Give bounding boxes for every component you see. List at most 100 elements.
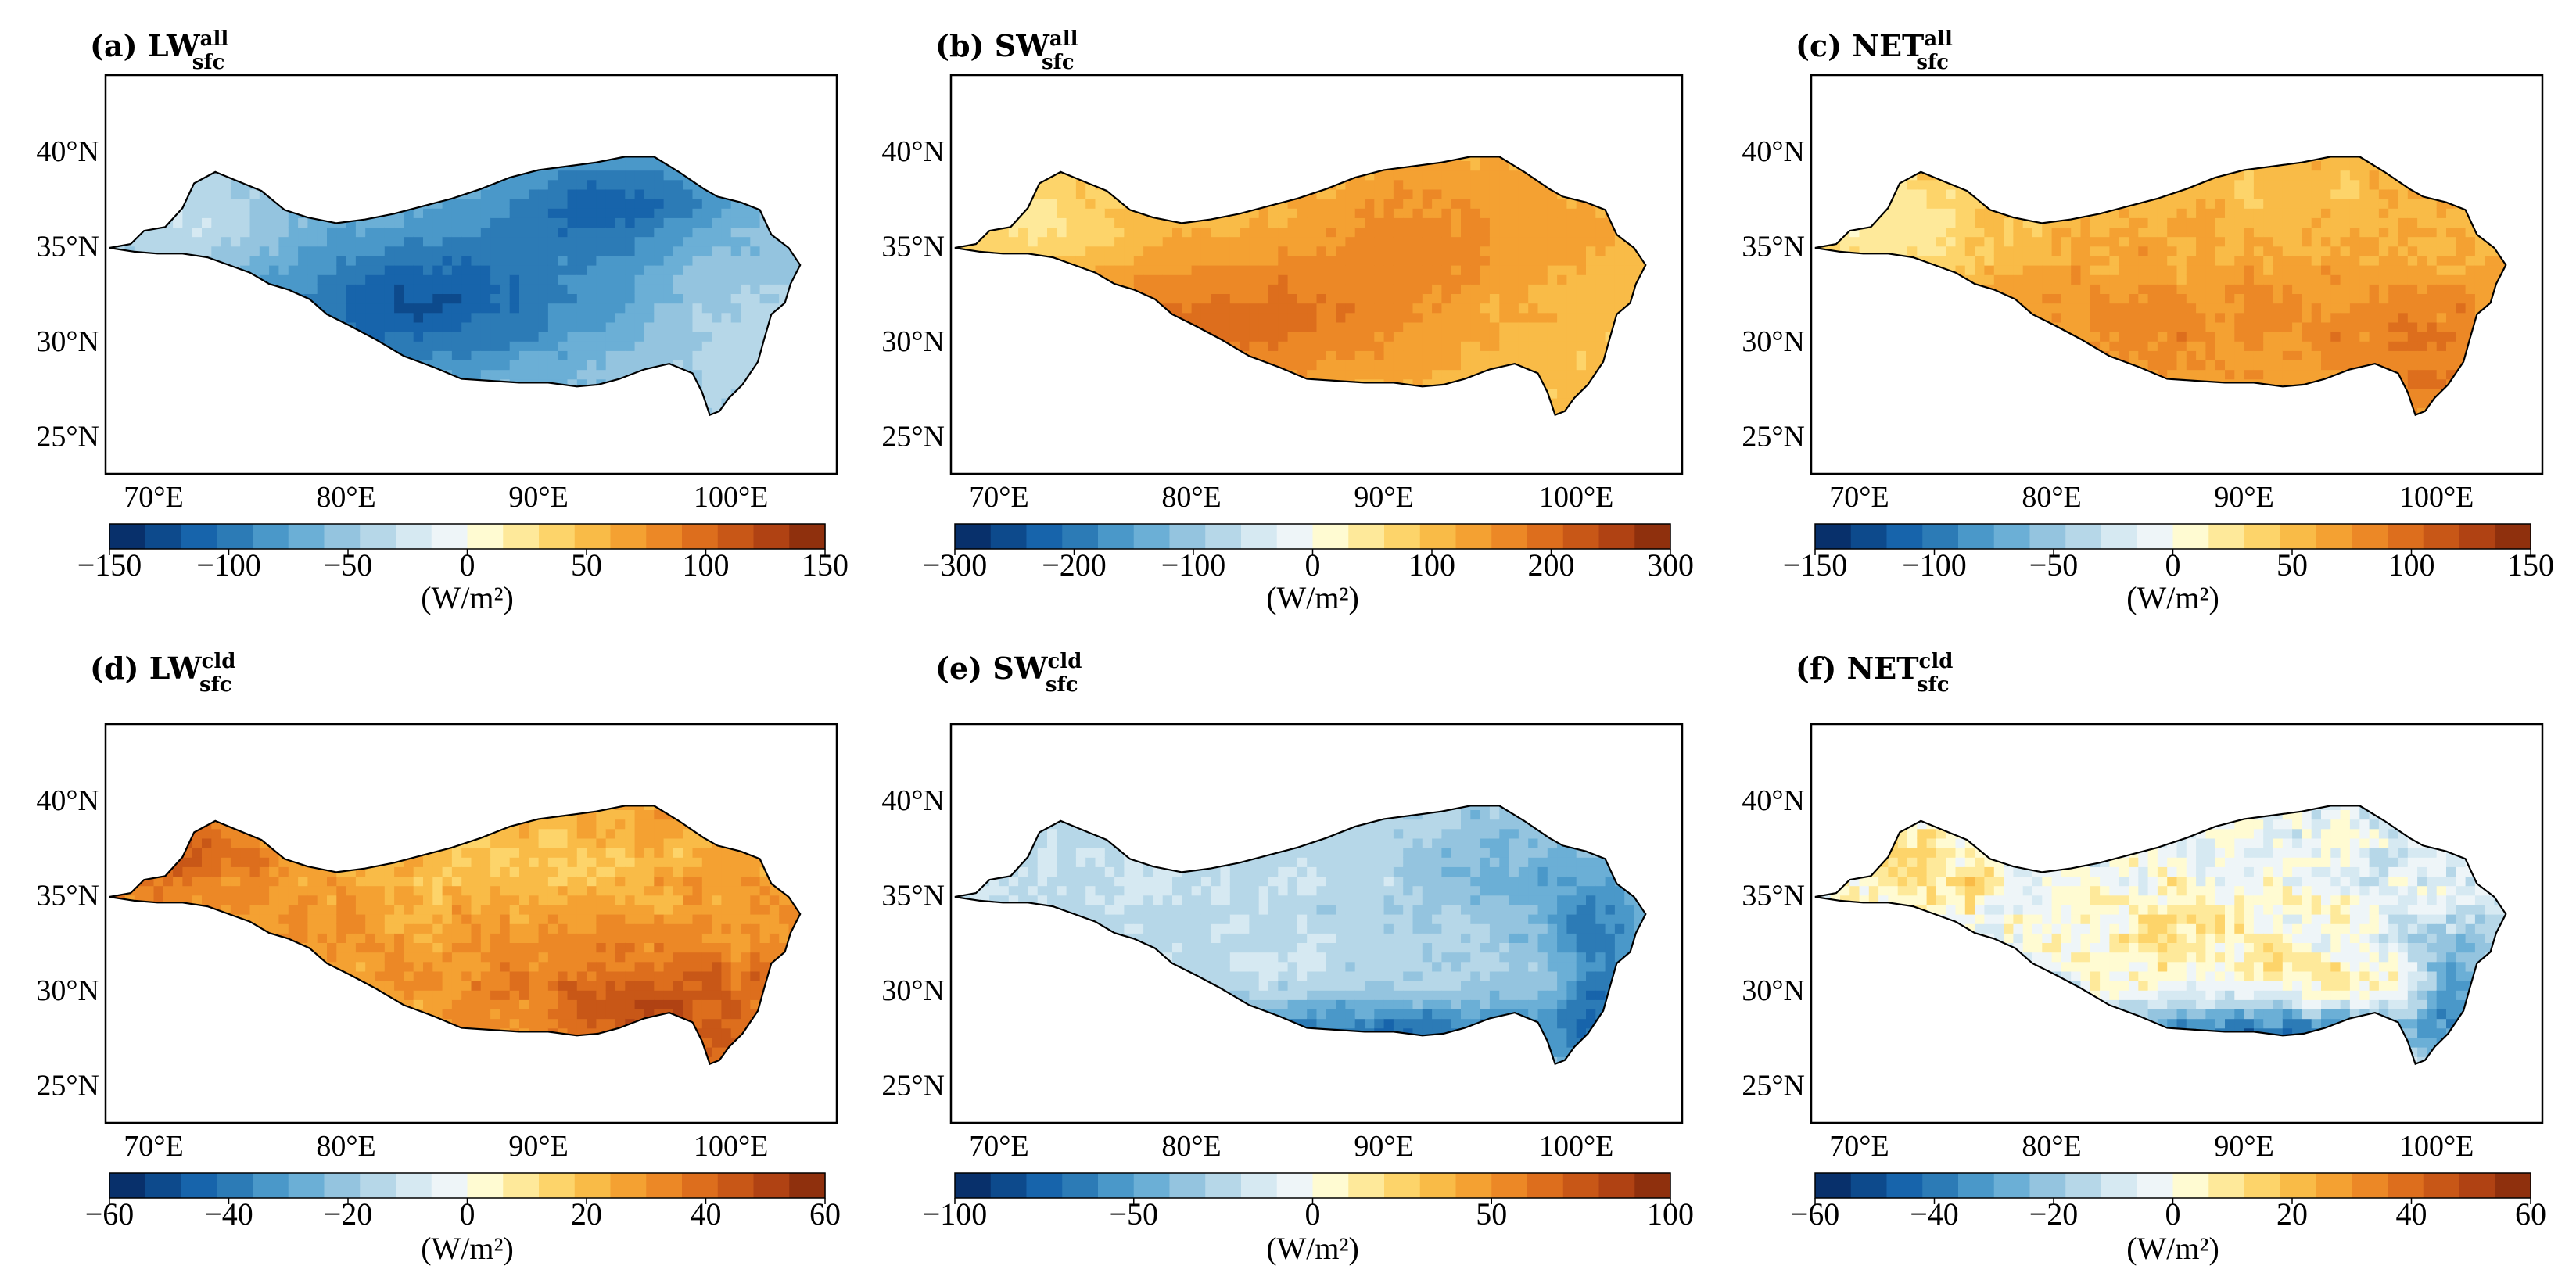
- heatmap-cell: [1095, 264, 1106, 275]
- heatmap-cell: [721, 160, 732, 171]
- heatmap-cell: [1374, 378, 1385, 389]
- heatmap-cell: [461, 264, 472, 275]
- heatmap-cell: [202, 397, 213, 408]
- heatmap-cell: [1287, 293, 1298, 304]
- heatmap-cell: [625, 236, 636, 247]
- heatmap-cell: [663, 388, 674, 399]
- heatmap-cell: [144, 284, 155, 294]
- heatmap-cell: [663, 303, 674, 314]
- heatmap-cell: [1830, 170, 1841, 181]
- heatmap-cell: [2013, 284, 2024, 294]
- heatmap-cell: [394, 341, 405, 351]
- heatmap-cell: [1383, 321, 1394, 332]
- heatmap-cell: [1028, 264, 1039, 275]
- heatmap-cell: [307, 417, 318, 427]
- heatmap-cell: [1191, 198, 1202, 209]
- heatmap-cell: [1268, 208, 1279, 218]
- heatmap-cell: [721, 170, 732, 181]
- heatmap-cell: [558, 179, 569, 190]
- heatmap-cell: [1192, 417, 1202, 427]
- colorbar-segment: [253, 524, 289, 549]
- heatmap-cell: [413, 160, 424, 171]
- heatmap-cell: [1326, 407, 1336, 415]
- heatmap-cell: [1018, 407, 1029, 415]
- heatmap-cell: [1830, 264, 1841, 275]
- heatmap-cell: [1888, 407, 1899, 415]
- heatmap-cell: [1480, 360, 1491, 371]
- heatmap-cell: [1993, 264, 2004, 275]
- heatmap-cell: [1345, 217, 1356, 228]
- heatmap-cell: [1249, 156, 1260, 161]
- heatmap-cell: [163, 293, 174, 304]
- heatmap-cell: [109, 293, 117, 304]
- heatmap-cell: [211, 179, 222, 190]
- heatmap-cell: [1249, 321, 1260, 332]
- colorbar: −300 −200 −100 0 100 200 300(W/m²): [923, 523, 1694, 615]
- heatmap-cell: [413, 293, 424, 304]
- heatmap-cell: [1104, 170, 1115, 181]
- heatmap-cell: [1964, 160, 1975, 171]
- heatmap-cell: [1162, 255, 1173, 266]
- heatmap-cell: [336, 417, 346, 427]
- heatmap-cell: [423, 156, 434, 161]
- heatmap-cell: [1085, 274, 1096, 285]
- heatmap-cell: [124, 264, 135, 275]
- heatmap-cell: [1576, 274, 1587, 285]
- heatmap-cell: [989, 217, 1000, 228]
- heatmap-cell: [1153, 369, 1164, 380]
- heatmap-cell: [1336, 198, 1347, 209]
- heatmap-cell: [1182, 397, 1193, 408]
- heatmap-cell: [384, 274, 395, 285]
- heatmap-cell: [1393, 156, 1404, 161]
- heatmap-cell: [1383, 170, 1394, 181]
- heatmap-cell: [1355, 417, 1365, 427]
- heatmap-cell: [1614, 284, 1625, 294]
- heatmap-cell: [153, 188, 164, 199]
- heatmap-cell: [298, 236, 309, 247]
- heatmap-cell: [346, 293, 357, 304]
- heatmap-cell: [1643, 312, 1646, 323]
- heatmap-cell: [249, 170, 260, 181]
- heatmap-cell: [509, 246, 520, 256]
- heatmap-cell: [1441, 170, 1452, 181]
- heatmap-cell: [1066, 217, 1077, 228]
- heatmap-cell: [798, 217, 801, 228]
- heatmap-cell: [1172, 170, 1183, 181]
- heatmap-cell: [288, 160, 299, 171]
- heatmap-cell: [1240, 417, 1250, 427]
- colorbar-segment: [288, 524, 325, 549]
- heatmap-cell: [500, 188, 511, 199]
- heatmap-cell: [509, 227, 520, 238]
- heatmap-cell: [259, 227, 270, 238]
- heatmap-cell: [1075, 350, 1086, 360]
- heatmap-cell: [375, 170, 386, 181]
- heatmap-cell: [683, 227, 694, 238]
- heatmap-cell: [1814, 264, 1822, 275]
- heatmap-cell: [1849, 217, 1860, 228]
- heatmap-cell: [1821, 341, 1832, 351]
- heatmap-cell: [1422, 341, 1433, 351]
- heatmap-cell: [269, 264, 280, 275]
- heatmap-cell: [989, 321, 1000, 332]
- heatmap-cell: [605, 303, 616, 314]
- heatmap-cell: [1249, 255, 1260, 266]
- heatmap-cell: [1441, 397, 1452, 408]
- heatmap-cell: [1946, 227, 1957, 238]
- heatmap-cell: [999, 198, 1010, 209]
- heatmap-cell: [240, 388, 251, 399]
- heatmap-cell: [173, 160, 184, 171]
- heatmap-cell: [423, 407, 434, 415]
- heatmap-cell: [124, 284, 135, 294]
- heatmap-cell: [115, 227, 126, 238]
- heatmap-cell: [1878, 284, 1889, 294]
- heatmap-cell: [1946, 407, 1957, 415]
- heatmap-cell: [1412, 227, 1423, 238]
- heatmap-cell: [1354, 350, 1365, 360]
- heatmap-cell: [1451, 293, 1462, 304]
- heatmap-cell: [1451, 170, 1462, 181]
- heatmap-cell: [404, 378, 414, 389]
- heatmap-cell: [1326, 397, 1336, 408]
- heatmap-cell: [2004, 217, 2015, 228]
- heatmap-cell: [1432, 321, 1443, 332]
- heatmap-cell: [375, 227, 386, 238]
